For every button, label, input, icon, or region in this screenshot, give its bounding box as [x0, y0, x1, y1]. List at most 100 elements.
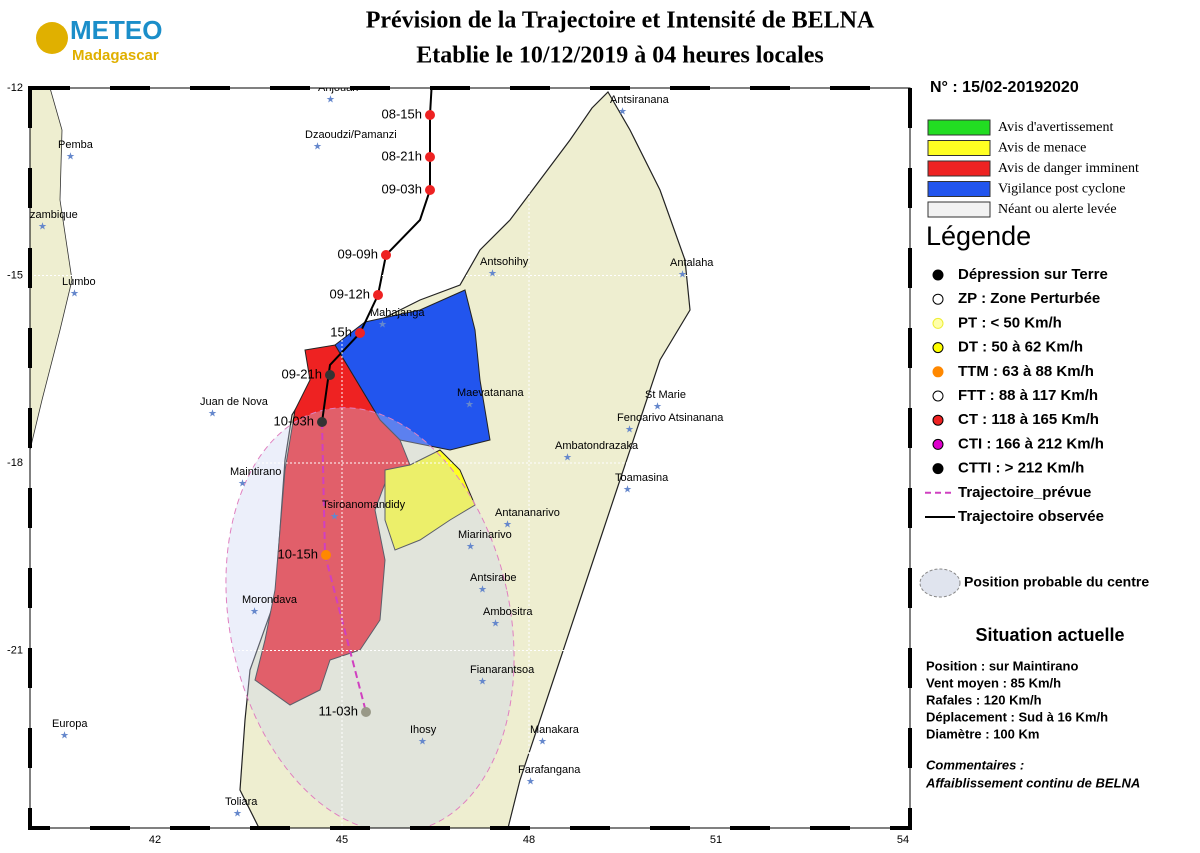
situation-title: Situation actuelle — [975, 625, 1124, 645]
track-point — [355, 328, 365, 338]
lat-tick-label: -15 — [7, 269, 23, 281]
track-point — [425, 185, 435, 195]
place-label: Fianarantsoa — [470, 664, 535, 676]
alert-swatch — [927, 181, 991, 197]
lat-tick-label: -21 — [7, 644, 23, 656]
place-label: Dzaoudzi/Pamanzi — [305, 129, 397, 141]
track-label: 09-09h — [338, 246, 378, 261]
lon-tick-label: 45 — [336, 834, 348, 846]
subtitle: Etablie le 10/12/2019 à 04 heures locale… — [416, 43, 824, 69]
legend-label: Trajectoire_prévue — [958, 484, 1091, 501]
place-marker: ★ — [70, 289, 79, 300]
track-point — [373, 290, 383, 300]
place-label: Morondava — [242, 594, 298, 606]
legend-symbol — [932, 342, 944, 354]
legend-title: Légende — [926, 221, 1031, 251]
legend-symbol — [932, 317, 944, 329]
legend-label: FTT : 88 à 117 Km/h — [958, 387, 1098, 404]
track-label: 09-12h — [330, 286, 370, 301]
place-label: Antalaha — [670, 257, 714, 269]
place-marker: ★ — [208, 409, 217, 420]
legend-symbol — [932, 438, 944, 450]
place-marker: ★ — [618, 107, 627, 118]
track-point — [381, 250, 391, 260]
place-label: Maintirano — [230, 466, 281, 478]
place-label: Ambositra — [483, 606, 533, 618]
lon-tick-label: 51 — [710, 834, 722, 846]
place-marker: ★ — [465, 400, 474, 411]
place-marker: ★ — [478, 585, 487, 596]
place-marker: ★ — [563, 453, 572, 464]
track-label: 08-21h — [382, 148, 422, 163]
track-point — [317, 417, 327, 427]
logo: METEO Madagascar — [36, 15, 162, 64]
legend-symbol — [932, 366, 944, 378]
place-label: Maevatanana — [457, 387, 525, 399]
place-marker: ★ — [66, 152, 75, 163]
place-label: Mahajanga — [370, 307, 425, 319]
place-marker: ★ — [503, 520, 512, 531]
map-border — [29, 87, 911, 829]
track-point — [321, 550, 331, 560]
place-marker: ★ — [326, 95, 335, 106]
place-marker: ★ — [678, 270, 687, 281]
legend-label: Dépression sur Terre — [958, 266, 1108, 283]
place-label: Lumbo — [62, 276, 96, 288]
observed-track — [321, 88, 433, 423]
situation-line: Rafales : 120 Km/h — [926, 692, 1042, 707]
track-point — [425, 110, 435, 120]
lon-tick-label: 42 — [149, 834, 161, 846]
zone-red — [254, 344, 411, 706]
place-marker: ★ — [238, 479, 247, 490]
alert-label: Avis de danger imminent — [998, 161, 1139, 176]
place-label: Antsohihy — [480, 256, 529, 268]
place-label: Tsiroanomandidy — [322, 499, 406, 511]
place-label: St Marie — [645, 389, 686, 401]
title: Prévision de la Trajectoire et Intensité… — [366, 8, 875, 34]
lon-tick-label: 54 — [897, 834, 909, 846]
mozambique — [30, 88, 73, 451]
track-label: 11-03h — [318, 703, 358, 718]
place-label: Juan de Nova — [200, 396, 269, 408]
place-marker: ★ — [38, 222, 47, 233]
comment: Affaiblissement continu de BELNA — [925, 775, 1140, 790]
legend-label: Position probable du centre — [964, 574, 1149, 590]
place-label: Farafangana — [518, 764, 581, 776]
place-marker: ★ — [466, 542, 475, 553]
zone-yellow — [384, 449, 476, 551]
uncertainty-cone — [225, 407, 515, 828]
place-label: Ihosy — [410, 724, 437, 736]
alert-label: Vigilance post cyclone — [998, 182, 1125, 197]
legend-symbol — [932, 293, 944, 305]
place-marker: ★ — [330, 512, 339, 523]
alert-swatch — [927, 160, 991, 177]
situation-line: Vent moyen : 85 Km/h — [926, 675, 1061, 690]
side-panel: N° : 15/02-20192020 Légende Situation ac… — [919, 79, 1149, 790]
legend-symbol — [932, 414, 944, 426]
place-marker: ★ — [488, 269, 497, 280]
track-label: 10-03h — [274, 413, 314, 428]
track-label: 10-15h — [278, 546, 318, 561]
lat-tick-label: -18 — [7, 457, 23, 469]
lat-tick-label: -12 — [7, 82, 23, 94]
legend-label: Trajectoire observée — [958, 508, 1104, 525]
place-label: Ambatondrazaka — [555, 440, 639, 452]
legend-label: TTM : 63 à 88 Km/h — [958, 363, 1094, 380]
place-label: Toliara — [225, 796, 258, 808]
comment-title: Commentaires : — [926, 757, 1024, 772]
place-marker: ★ — [526, 777, 535, 788]
situation-line: Position : sur Maintirano — [926, 658, 1078, 673]
lon-tick-label: 48 — [523, 834, 535, 846]
situation-line: Diamètre : 100 Km — [926, 726, 1039, 741]
track-label: 15h — [330, 324, 352, 339]
bulletin-number: N° : 15/02-20192020 — [930, 79, 1079, 96]
logo-subtitle: Madagascar — [72, 47, 159, 64]
legend-symbol — [932, 269, 944, 281]
place-label: Manakara — [530, 724, 580, 736]
track-label: 09-03h — [382, 181, 422, 196]
legend-symbol — [919, 568, 961, 598]
place-marker: ★ — [60, 731, 69, 742]
place-label: Fenoarivo Atsinanana — [617, 412, 724, 424]
